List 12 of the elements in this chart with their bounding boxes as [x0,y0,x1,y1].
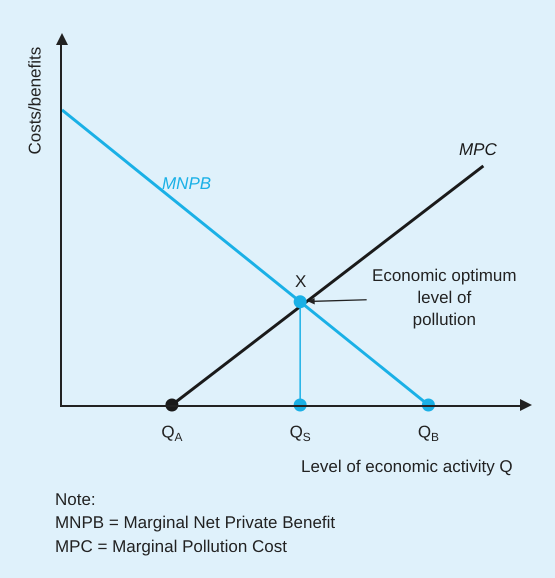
annotation: Economic optimum level of pollution [372,266,517,330]
x-tick-label: Q$_{A}$ [161,422,183,444]
series-label: MPC [459,140,498,159]
text: MNPB = Marginal Net Private Benefit [55,513,336,532]
x-tick-label: Q$_{S}$ [290,422,311,444]
series-label: MNPB [162,174,212,193]
y-axis-title: Costs/benefits [26,46,45,155]
annotation: X [295,272,306,291]
text: MPC = Marginal Pollution Cost [55,537,288,556]
x-axis-title: Level of economic activity Q [301,457,513,476]
x-tick-label: Q$_{B}$ [418,422,440,444]
text: Note: [55,490,96,509]
